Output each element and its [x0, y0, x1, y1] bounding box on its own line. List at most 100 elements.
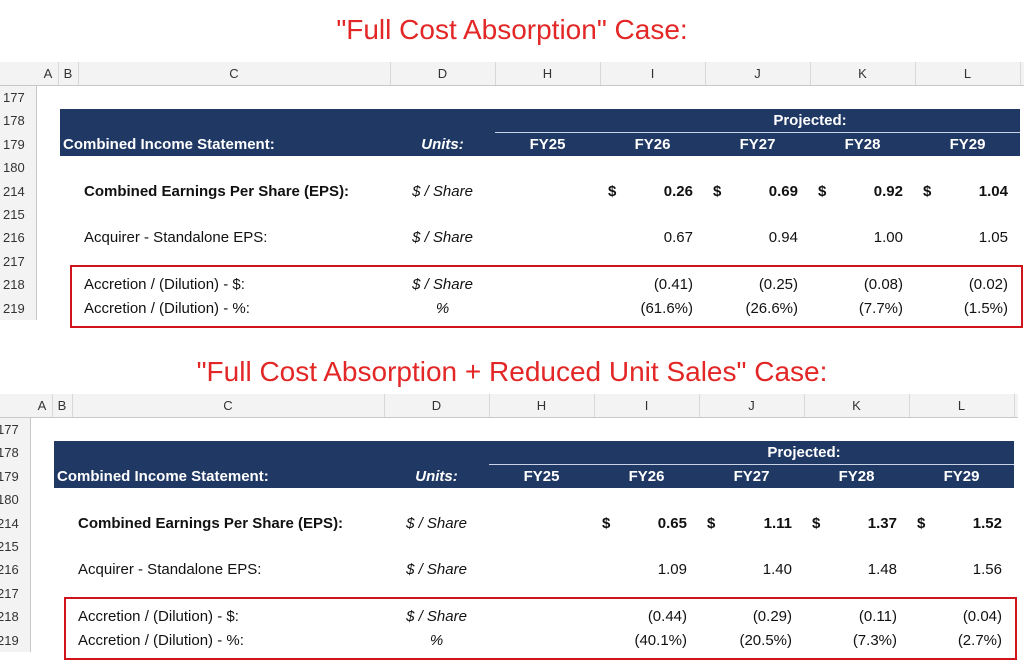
cell-value: (0.08) [863, 276, 903, 294]
column-letter: A [38, 62, 59, 86]
column-letter: D [390, 62, 496, 86]
spreadsheet-panel: "Full Cost Absorption + Reduced Unit Sal… [0, 332, 1018, 660]
cell-value: (0.11) [858, 608, 897, 626]
cell-value: 1.37 [867, 514, 897, 532]
row-number: 216 [0, 558, 31, 582]
column-letter: B [58, 62, 79, 86]
highlight-box [64, 597, 1017, 660]
row-number: 218 [0, 273, 37, 297]
header-label: Combined Income Statement: [63, 135, 275, 153]
spreadsheet-panel: "Full Cost Absorption" Case: A B C D H I J K L 177… [0, 0, 1024, 328]
fiscal-year: FY27 [733, 467, 770, 485]
cell-value: (40.1%) [634, 631, 687, 649]
row-number: 216 [0, 226, 37, 250]
cell-value: (1.5%) [963, 299, 1008, 317]
row-number: 178 [0, 109, 37, 133]
row-label: Combined Earnings Per Share (EPS): [78, 514, 344, 532]
fiscal-year: FY26 [634, 135, 671, 153]
column-letter: C [78, 62, 391, 86]
header-rule [495, 131, 1020, 133]
fiscal-year: FY27 [739, 135, 776, 153]
row-units: % [429, 631, 444, 649]
column-letter: K [804, 394, 910, 418]
case-title: "Full Cost Absorption + Reduced Unit Sal… [196, 356, 828, 387]
currency-sign: $ [608, 182, 617, 200]
row-units: $ / Share [406, 561, 467, 579]
row-units: $ / Share [412, 276, 473, 294]
row-number: 215 [0, 203, 37, 227]
header-units: Units: [415, 467, 458, 485]
column-letter: L [915, 62, 1021, 86]
row-number: 177 [0, 418, 31, 442]
currency-sign: $ [602, 514, 611, 532]
cell-value: (61.6%) [640, 299, 693, 317]
row-number: 180 [0, 156, 37, 180]
fiscal-year: FY29 [943, 467, 980, 485]
cell-value: (2.7%) [957, 631, 1002, 649]
row-number: 214 [0, 179, 37, 203]
cell-value: 1.04 [978, 182, 1008, 200]
currency-sign: $ [707, 514, 716, 532]
row-number: 180 [0, 488, 31, 512]
header-label: Combined Income Statement: [57, 467, 269, 485]
row-number: 218 [0, 605, 31, 629]
cell-value: 1.00 [873, 229, 903, 247]
cell-value: (7.3%) [852, 631, 897, 649]
column-letter: I [600, 62, 706, 86]
cell-value: 1.48 [867, 561, 897, 579]
row-number: 178 [0, 441, 31, 465]
row-label: Accretion / (Dilution) - $: [78, 608, 239, 626]
column-header-bar [0, 394, 1018, 418]
cell-value: 1.05 [978, 229, 1008, 247]
row-label: Acquirer - Standalone EPS: [84, 229, 268, 247]
currency-sign: $ [917, 514, 926, 532]
column-letter: L [909, 394, 1015, 418]
row-units: $ / Share [406, 514, 467, 532]
cell-value: (0.44) [647, 608, 687, 626]
row-label: Accretion / (Dilution) - %: [84, 299, 250, 317]
column-letter: A [32, 394, 53, 418]
column-letter: C [72, 394, 385, 418]
column-letter: B [52, 394, 73, 418]
cell-value: (0.02) [968, 276, 1008, 294]
column-letter: I [594, 394, 700, 418]
cell-value: 0.94 [768, 229, 798, 247]
column-letter: H [489, 394, 595, 418]
row-units: $ / Share [412, 229, 473, 247]
cell-value: 0.67 [663, 229, 693, 247]
row-units: $ / Share [412, 182, 473, 200]
cell-value: (0.25) [758, 276, 798, 294]
header-rule [489, 463, 1014, 465]
cell-value: 1.40 [762, 561, 792, 579]
column-letter: D [384, 394, 490, 418]
column-letter: J [705, 62, 811, 86]
cell-value: 0.26 [663, 182, 693, 200]
row-number: 217 [0, 249, 37, 274]
row-label: Accretion / (Dilution) - $: [84, 276, 245, 294]
cell-value: 0.65 [657, 514, 687, 532]
row-number: 179 [0, 464, 31, 489]
fiscal-year: FY25 [529, 135, 566, 153]
cell-value: (26.6%) [745, 299, 798, 317]
fiscal-year: FY28 [844, 135, 881, 153]
row-label: Acquirer - Standalone EPS: [78, 561, 262, 579]
cell-value: 0.92 [873, 182, 903, 200]
row-number: 219 [0, 296, 37, 320]
row-number: 217 [0, 581, 31, 606]
column-letter: H [495, 62, 601, 86]
header-units: Units: [421, 135, 464, 153]
fiscal-year: FY25 [523, 467, 560, 485]
row-number: 177 [0, 86, 37, 110]
cell-value: 0.69 [768, 182, 798, 200]
cell-value: (0.29) [752, 608, 792, 626]
projected-label: Projected: [773, 112, 847, 130]
row-number: 219 [0, 628, 31, 652]
row-units: $ / Share [406, 608, 467, 626]
row-number: 215 [0, 535, 31, 559]
row-label: Accretion / (Dilution) - %: [78, 631, 244, 649]
cell-value: 1.11 [763, 514, 792, 532]
row-label: Combined Earnings Per Share (EPS): [84, 182, 350, 200]
column-letter: K [810, 62, 916, 86]
cell-value: 1.09 [657, 561, 687, 579]
